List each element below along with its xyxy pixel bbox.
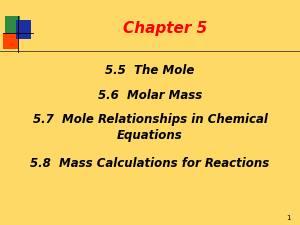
Bar — [16, 20, 31, 39]
Text: 1: 1 — [286, 214, 291, 220]
Text: 5.7  Mole Relationships in Chemical
Equations: 5.7 Mole Relationships in Chemical Equat… — [33, 113, 267, 142]
Text: 5.8  Mass Calculations for Reactions: 5.8 Mass Calculations for Reactions — [30, 157, 270, 170]
Bar — [2, 33, 18, 49]
Text: 5.6  Molar Mass: 5.6 Molar Mass — [98, 89, 202, 102]
Bar — [5, 16, 20, 35]
Text: 5.5  The Mole: 5.5 The Mole — [105, 64, 195, 77]
Text: Chapter 5: Chapter 5 — [123, 21, 207, 36]
